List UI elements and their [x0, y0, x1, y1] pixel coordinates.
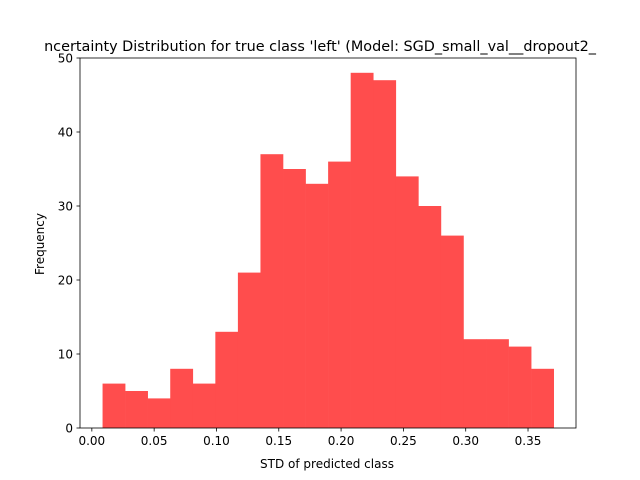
x-tick-label: 0.00 — [78, 434, 105, 448]
y-axis-ticks: 0 10 20 30 40 50 — [58, 51, 80, 435]
x-tick-label: 0.25 — [390, 434, 417, 448]
histogram-bar — [170, 368, 194, 428]
bars-group — [102, 72, 554, 429]
x-tick-label: 0.05 — [141, 434, 168, 448]
y-tick-label: 40 — [58, 125, 73, 139]
histogram-bar — [508, 346, 532, 428]
histogram-bar — [283, 169, 306, 428]
x-tick-label: 0.15 — [265, 434, 292, 448]
x-tick-label: 0.30 — [452, 434, 479, 448]
histogram-bar — [102, 383, 126, 428]
histogram-bar — [418, 206, 442, 428]
x-tick-label: 0.10 — [203, 434, 230, 448]
histogram-bar — [147, 398, 171, 428]
y-tick-label: 20 — [58, 273, 73, 287]
histogram-bar — [440, 235, 464, 428]
y-tick-label: 10 — [58, 347, 73, 361]
histogram-bar — [305, 183, 329, 428]
x-tick-label: 0.35 — [515, 434, 542, 448]
y-tick-label: 30 — [58, 199, 73, 213]
histogram-bar — [531, 368, 554, 428]
y-tick-label: 50 — [58, 51, 73, 65]
histogram-bar — [215, 331, 239, 428]
axes-frame — [79, 57, 577, 429]
histogram-bar — [395, 176, 419, 428]
histogram-bar — [463, 339, 487, 428]
histogram-bar — [125, 391, 148, 428]
x-axis-label: STD of predicted class — [260, 457, 394, 471]
y-axis-label: Frequency — [33, 213, 47, 275]
histogram-bar — [237, 272, 261, 428]
chart-title: ncertainty Distribution for true class '… — [44, 39, 597, 55]
histogram-bar — [260, 154, 284, 428]
histogram-bar — [486, 339, 509, 428]
histogram-bar — [350, 72, 374, 429]
histogram-bar — [373, 80, 397, 428]
y-tick-label: 0 — [65, 421, 73, 435]
histogram-bar — [192, 383, 216, 428]
x-tick-label: 0.20 — [328, 434, 355, 448]
x-axis-ticks: 0.00 0.05 0.10 0.15 0.20 0.25 0.30 0.35 — [78, 428, 541, 448]
histogram-bar — [328, 161, 351, 428]
